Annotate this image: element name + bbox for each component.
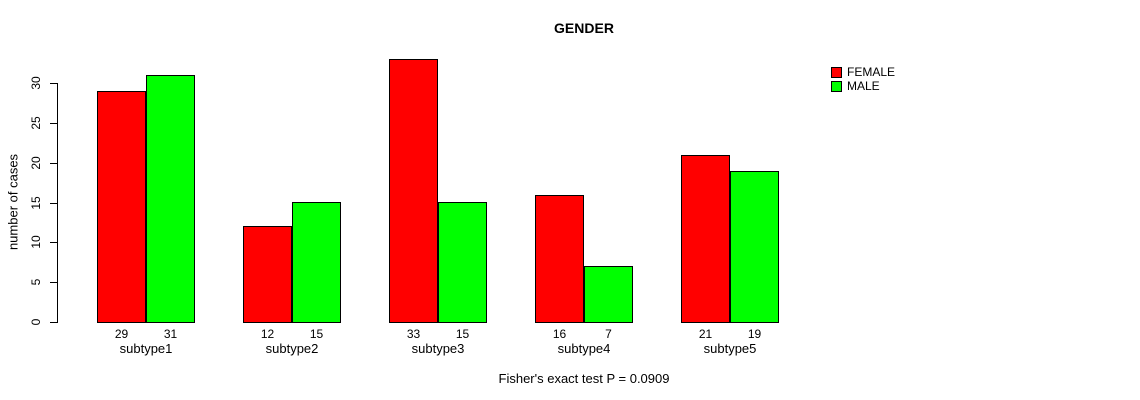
y-axis-line (57, 83, 58, 323)
y-tick (50, 203, 57, 204)
bar-value-label: 15 (455, 327, 470, 341)
legend-item-male: MALE (831, 79, 895, 93)
bar-female-subtype1 (97, 91, 146, 323)
legend: FEMALE MALE (831, 65, 895, 93)
legend-label-male: MALE (847, 79, 880, 93)
y-tick (50, 242, 57, 243)
bar-male-subtype5 (730, 171, 779, 323)
bar-value-label: 12 (260, 327, 275, 341)
x-category-label-subtype1: subtype1 (119, 341, 173, 356)
y-tick (50, 83, 57, 84)
x-category-label-subtype4: subtype4 (557, 341, 611, 356)
bar-female-subtype4 (535, 195, 584, 323)
y-axis-label: number of cases (5, 153, 21, 251)
x-category-label-subtype5: subtype5 (703, 341, 757, 356)
y-tick (50, 322, 57, 323)
x-category-label-subtype3: subtype3 (411, 341, 465, 356)
bar-male-subtype1 (146, 75, 195, 323)
y-tick-label: 20 (29, 156, 43, 170)
y-tick (50, 163, 57, 164)
bar-value-label: 21 (698, 327, 713, 341)
bar-value-label: 7 (605, 327, 612, 341)
legend-swatch-male-icon (831, 80, 842, 92)
caption: Fisher's exact test P = 0.0909 (498, 371, 670, 386)
bar-male-subtype4 (584, 266, 633, 323)
bar-value-label: 29 (114, 327, 129, 341)
y-tick (50, 123, 57, 124)
bar-male-subtype2 (292, 202, 341, 323)
y-tick-label: 0 (29, 318, 43, 326)
y-tick-label: 10 (29, 235, 43, 249)
y-tick-label: 5 (29, 278, 43, 286)
legend-label-female: FEMALE (847, 65, 896, 79)
bar-female-subtype3 (389, 59, 438, 323)
bar-male-subtype3 (438, 202, 487, 323)
y-tick-label: 15 (29, 196, 43, 210)
legend-item-female: FEMALE (831, 65, 895, 79)
bar-value-label: 16 (552, 327, 567, 341)
chart-title: GENDER (554, 20, 614, 36)
x-category-label-subtype2: subtype2 (265, 341, 319, 356)
y-tick (50, 282, 57, 283)
y-tick-label: 30 (29, 76, 43, 90)
bar-value-label: 19 (747, 327, 762, 341)
bar-female-subtype2 (243, 226, 292, 323)
bar-value-label: 31 (163, 327, 178, 341)
bar-value-label: 15 (309, 327, 324, 341)
bar-female-subtype5 (681, 155, 730, 323)
legend-swatch-female-icon (831, 66, 842, 78)
bar-value-label: 33 (406, 327, 421, 341)
y-tick-label: 25 (29, 116, 43, 130)
